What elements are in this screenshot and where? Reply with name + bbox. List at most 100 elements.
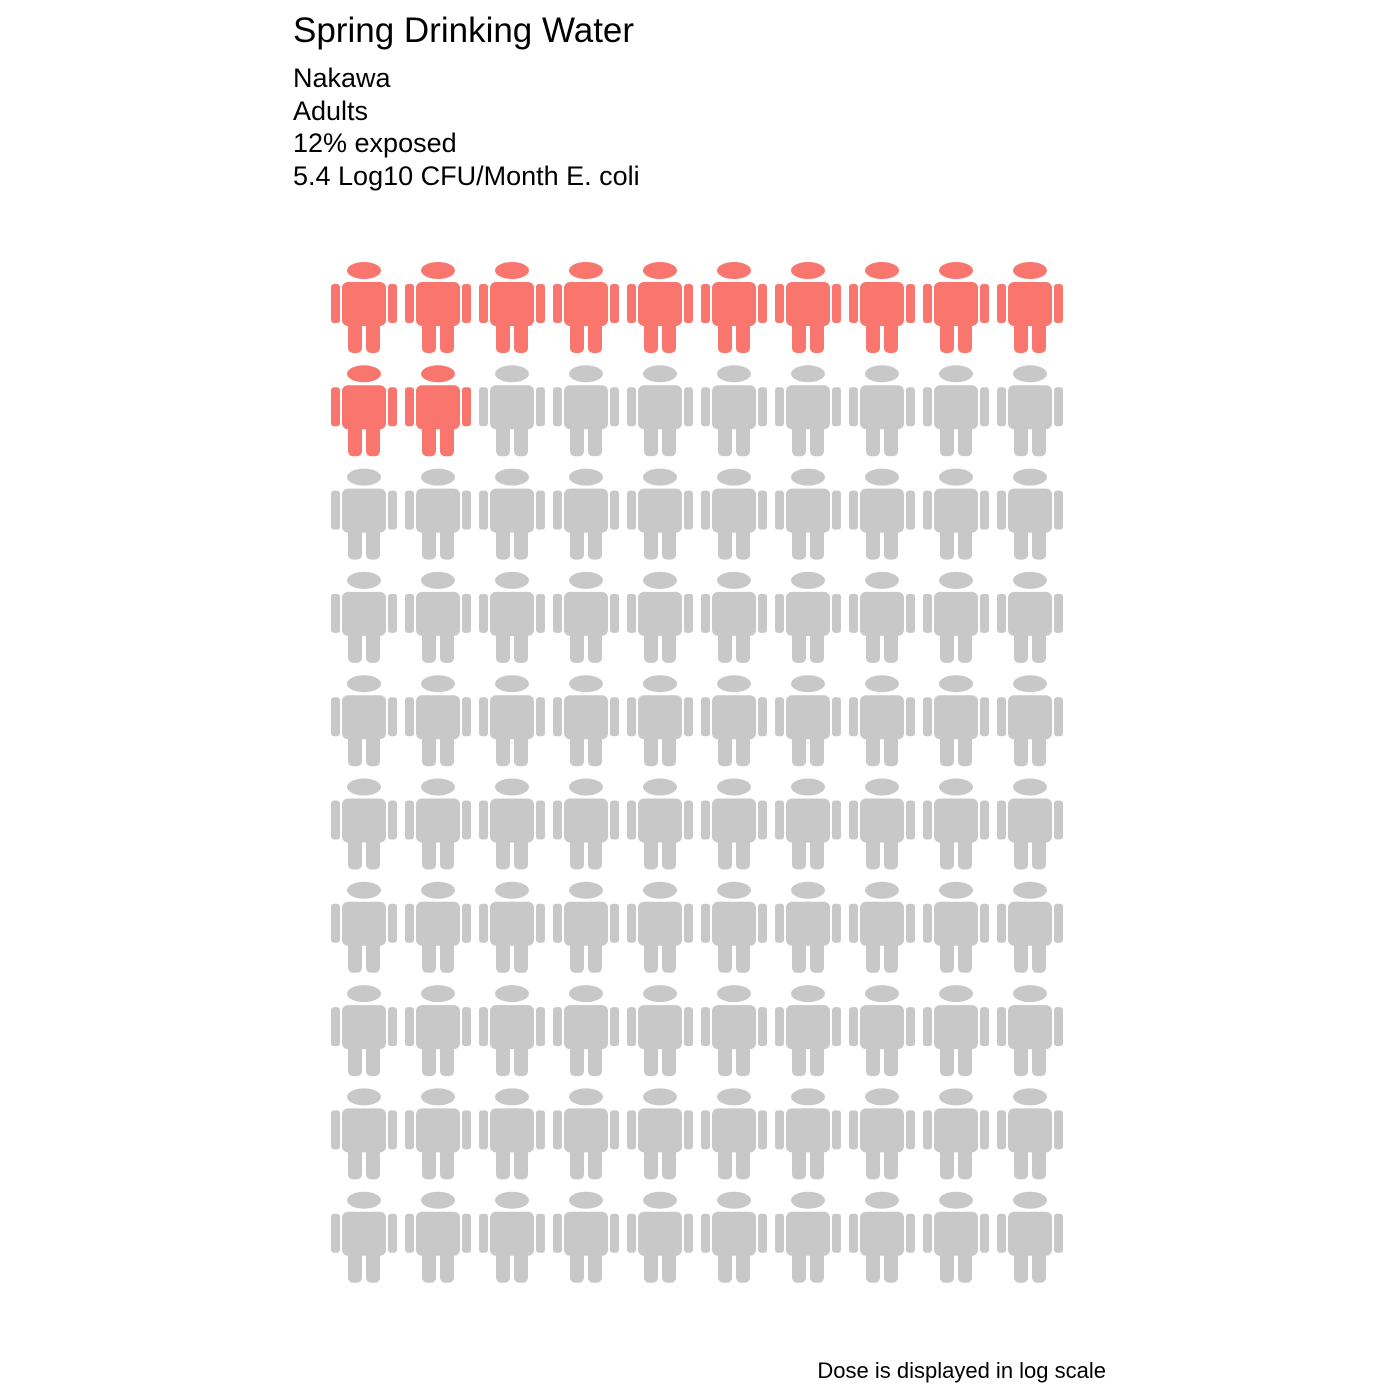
person-icon-unexposed xyxy=(331,1191,397,1283)
person-icon-unexposed xyxy=(923,778,989,870)
person-icon-unexposed xyxy=(849,881,915,973)
person-icon-unexposed xyxy=(701,1191,767,1283)
person-icon-unexposed xyxy=(331,675,397,767)
person-icon-unexposed xyxy=(775,778,841,870)
person-icon-unexposed xyxy=(553,571,619,663)
person-icon-unexposed xyxy=(479,881,545,973)
chart-caption: Dose is displayed in log scale xyxy=(817,1358,1106,1383)
person-icon-unexposed xyxy=(553,985,619,1077)
person-icon-exposed xyxy=(331,365,397,457)
person-icon-unexposed xyxy=(701,468,767,560)
person-icon-unexposed xyxy=(331,571,397,663)
person-icon-unexposed xyxy=(997,1191,1063,1283)
person-icon-unexposed xyxy=(701,985,767,1077)
person-icon-unexposed xyxy=(849,1191,915,1283)
person-icon-unexposed xyxy=(553,365,619,457)
person-icon-exposed xyxy=(405,262,471,353)
subtitle-dose: 5.4 Log10 CFU/Month E. coli xyxy=(293,160,640,191)
person-icon-unexposed xyxy=(331,1088,397,1180)
person-icon-unexposed xyxy=(553,1088,619,1180)
person-icon-unexposed xyxy=(997,881,1063,973)
person-icon-unexposed xyxy=(553,778,619,870)
chart-subtitle: Nakawa Adults 12% exposed 5.4 Log10 CFU/… xyxy=(293,62,640,192)
person-icon-unexposed xyxy=(849,985,915,1077)
person-icon-unexposed xyxy=(627,985,693,1077)
person-icon-unexposed xyxy=(331,881,397,973)
person-icon-unexposed xyxy=(405,1088,471,1180)
person-icon-unexposed xyxy=(701,365,767,457)
person-icon-unexposed xyxy=(479,468,545,560)
person-icon-unexposed xyxy=(923,571,989,663)
person-icon-unexposed xyxy=(479,985,545,1077)
person-icon-unexposed xyxy=(997,365,1063,457)
person-icon-unexposed xyxy=(553,1191,619,1283)
subtitle-population: Adults xyxy=(293,95,369,126)
person-icon-exposed xyxy=(331,262,397,353)
person-icon-unexposed xyxy=(997,778,1063,870)
person-icon-unexposed xyxy=(479,571,545,663)
person-icon-unexposed xyxy=(775,468,841,560)
person-icon-unexposed xyxy=(479,1191,545,1283)
person-icon-unexposed xyxy=(849,365,915,457)
person-icon-unexposed xyxy=(331,778,397,870)
person-icon-unexposed xyxy=(479,365,545,457)
person-icon-unexposed xyxy=(627,1191,693,1283)
person-icon-unexposed xyxy=(701,778,767,870)
person-icon-unexposed xyxy=(405,1191,471,1283)
person-icon-unexposed xyxy=(405,468,471,560)
person-icon-unexposed xyxy=(701,571,767,663)
person-icon-unexposed xyxy=(997,468,1063,560)
person-icon-unexposed xyxy=(775,571,841,663)
person-icon-exposed xyxy=(923,262,989,353)
person-icon-unexposed xyxy=(553,675,619,767)
person-icon-unexposed xyxy=(553,468,619,560)
person-icon-unexposed xyxy=(627,1088,693,1180)
person-icon-unexposed xyxy=(997,571,1063,663)
person-icon-exposed xyxy=(627,262,693,353)
person-icon-unexposed xyxy=(775,1088,841,1180)
person-icon-unexposed xyxy=(331,985,397,1077)
person-icon-exposed xyxy=(479,262,545,353)
person-icon-unexposed xyxy=(849,571,915,663)
person-icon-unexposed xyxy=(923,365,989,457)
person-icon-unexposed xyxy=(775,985,841,1077)
person-icon-unexposed xyxy=(701,881,767,973)
person-icon-unexposed xyxy=(997,675,1063,767)
person-icon-unexposed xyxy=(775,881,841,973)
person-icon-exposed xyxy=(775,262,841,353)
person-icon-unexposed xyxy=(775,365,841,457)
person-icon-unexposed xyxy=(923,468,989,560)
person-icon-unexposed xyxy=(405,571,471,663)
person-icon-unexposed xyxy=(405,985,471,1077)
person-icon-unexposed xyxy=(479,675,545,767)
person-icon-unexposed xyxy=(405,675,471,767)
person-icon-unexposed xyxy=(627,778,693,870)
person-icon-unexposed xyxy=(997,1088,1063,1180)
chart-title: Spring Drinking Water xyxy=(293,11,635,50)
person-icon-unexposed xyxy=(997,985,1063,1077)
person-icon-unexposed xyxy=(775,675,841,767)
person-icon-unexposed xyxy=(405,881,471,973)
person-icon-unexposed xyxy=(775,1191,841,1283)
person-icon-unexposed xyxy=(627,675,693,767)
person-icon-exposed xyxy=(997,262,1063,353)
person-icon-unexposed xyxy=(849,778,915,870)
person-icon-exposed xyxy=(849,262,915,353)
person-icon-unexposed xyxy=(701,1088,767,1180)
person-icon-unexposed xyxy=(849,1088,915,1180)
person-icon-unexposed xyxy=(627,468,693,560)
person-icon-unexposed xyxy=(923,1088,989,1180)
subtitle-location: Nakawa xyxy=(293,63,391,93)
person-icon-unexposed xyxy=(627,881,693,973)
person-icon-unexposed xyxy=(923,1191,989,1283)
person-icon-unexposed xyxy=(405,778,471,870)
person-icon-unexposed xyxy=(923,675,989,767)
person-icon-exposed xyxy=(405,365,471,457)
person-icon-unexposed xyxy=(923,881,989,973)
person-icon-unexposed xyxy=(849,468,915,560)
person-icon-exposed xyxy=(553,262,619,353)
person-icon-unexposed xyxy=(627,571,693,663)
person-icon-unexposed xyxy=(701,675,767,767)
person-icon-unexposed xyxy=(627,365,693,457)
